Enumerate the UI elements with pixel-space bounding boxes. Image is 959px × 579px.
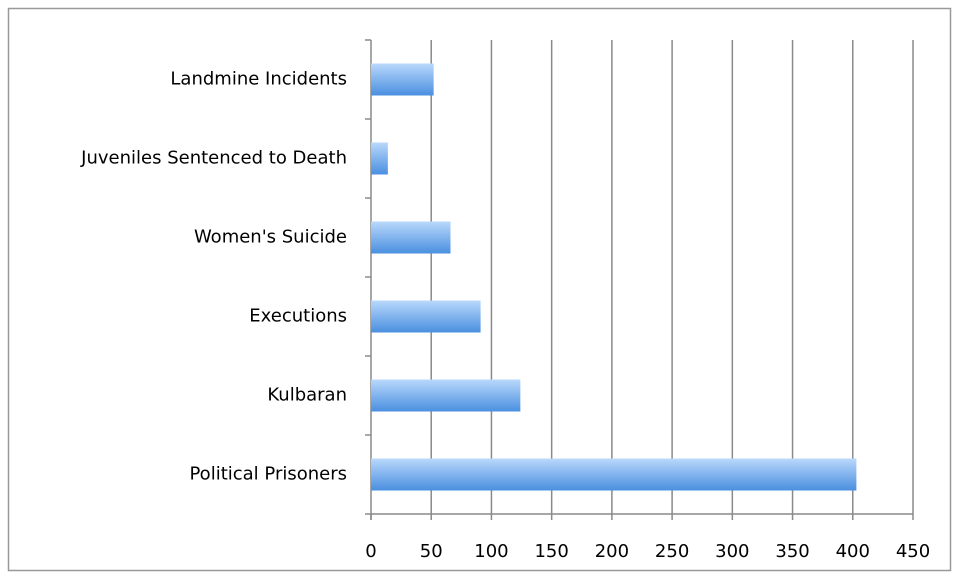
x-tick-label: 350 <box>775 541 809 562</box>
x-tick-label: 300 <box>715 541 749 562</box>
x-tick-label: 400 <box>836 541 870 562</box>
x-tick-label: 450 <box>896 541 930 562</box>
bar <box>371 142 388 175</box>
bar <box>371 379 521 412</box>
y-tick-label: Juveniles Sentenced to Death <box>80 148 347 169</box>
y-tick-label: Political Prisoners <box>189 464 347 485</box>
x-tick-label: 100 <box>474 541 508 562</box>
y-tick-label: Women's Suicide <box>194 227 347 248</box>
x-tick-label: 150 <box>534 541 568 562</box>
x-tick-label: 0 <box>365 541 376 562</box>
x-tick-label: 250 <box>655 541 689 562</box>
y-tick-label: Kulbaran <box>267 385 347 406</box>
x-tick-label: 50 <box>420 541 443 562</box>
bar <box>371 63 434 96</box>
y-tick-label: Landmine Incidents <box>170 69 347 90</box>
bar <box>371 300 481 333</box>
bar <box>371 221 451 254</box>
x-tick-label: 200 <box>595 541 629 562</box>
bar <box>371 458 857 491</box>
y-tick-label: Executions <box>249 306 347 327</box>
